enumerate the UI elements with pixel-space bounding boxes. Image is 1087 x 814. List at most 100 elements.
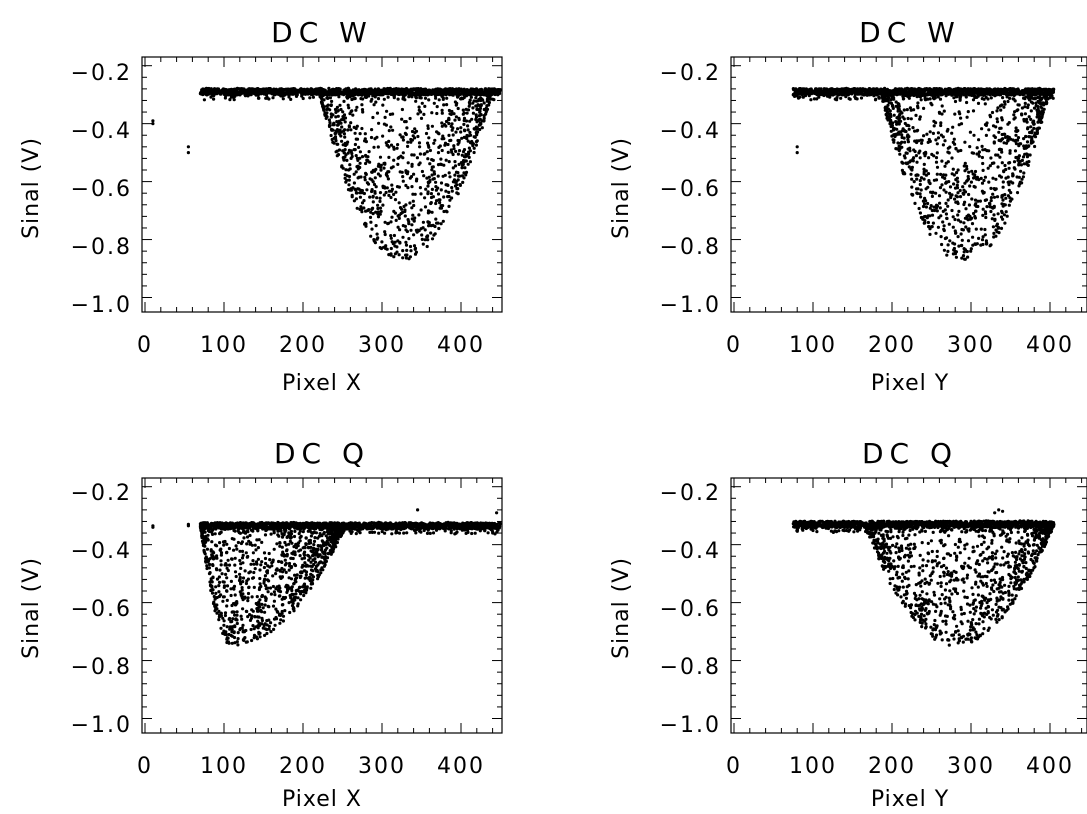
data-point [481, 98, 485, 102]
data-point [950, 208, 954, 213]
data-point [968, 184, 972, 188]
data-point [459, 126, 463, 130]
data-point [390, 189, 394, 193]
data-point [383, 232, 387, 237]
data-point [224, 94, 228, 98]
data-point [426, 157, 430, 161]
data-point [1006, 194, 1011, 198]
data-point [953, 99, 958, 104]
panel-title: DC Q [274, 437, 370, 470]
data-point [498, 88, 502, 92]
data-point [994, 228, 998, 232]
data-point [403, 120, 407, 124]
data-point [973, 173, 977, 177]
data-point [430, 187, 434, 191]
data-point [942, 228, 946, 233]
data-point [830, 87, 834, 91]
data-point [300, 94, 304, 98]
data-point [447, 108, 451, 113]
x-tick-label: 400 [1026, 333, 1074, 358]
data-point [417, 108, 421, 112]
data-point [791, 87, 796, 91]
data-point [421, 242, 425, 246]
data-point [373, 137, 377, 141]
data-point [334, 150, 338, 154]
data-point [956, 86, 960, 90]
data-point [942, 188, 946, 192]
data-point [905, 108, 909, 112]
data-point [461, 159, 466, 163]
data-point [396, 143, 400, 147]
data-point [475, 139, 479, 143]
data-point [346, 103, 350, 107]
data-point [471, 106, 475, 110]
data-point [479, 122, 483, 126]
data-point [339, 134, 343, 138]
data-point [348, 163, 352, 167]
data-point [1037, 109, 1041, 113]
data-point [468, 149, 472, 153]
data-point [980, 238, 985, 242]
data-point [462, 111, 466, 115]
data-point [214, 91, 218, 95]
x-tick-label: 400 [437, 333, 485, 358]
data-point [956, 218, 961, 222]
y-tick-label: −1.0 [660, 293, 721, 318]
data-point [343, 120, 347, 124]
data-point [924, 187, 928, 191]
data-point [380, 240, 384, 244]
data-point [991, 176, 995, 180]
data-point [474, 126, 478, 130]
data-point [930, 213, 935, 217]
data-point [1006, 99, 1010, 104]
data-point [927, 180, 931, 184]
data-point [389, 252, 393, 256]
data-point [419, 208, 423, 212]
data-point [338, 103, 342, 107]
data-point [466, 128, 470, 132]
data-point [456, 174, 461, 178]
data-point [940, 242, 944, 247]
plot-frame [141, 56, 503, 313]
data-point [1003, 221, 1007, 225]
data-point [920, 141, 924, 145]
data-point [890, 94, 894, 98]
data-point [1003, 132, 1007, 136]
data-point [456, 178, 460, 182]
data-point [422, 152, 426, 156]
data-point [996, 106, 1000, 110]
data-point [446, 183, 450, 187]
data-point [971, 109, 976, 113]
data-point [423, 96, 428, 100]
data-point [1021, 90, 1025, 95]
data-point [914, 113, 918, 117]
data-point [431, 91, 435, 95]
data-point [413, 131, 417, 135]
data-point [424, 187, 428, 191]
data-point [983, 210, 988, 214]
data-point [376, 206, 380, 211]
data-point [341, 110, 345, 114]
data-point [1015, 191, 1020, 195]
data-point [984, 215, 988, 220]
data-point [403, 208, 407, 212]
data-point [495, 91, 499, 96]
data-point [909, 167, 913, 171]
data-point [998, 87, 1002, 92]
data-point [1051, 96, 1055, 100]
data-point [454, 130, 458, 134]
data-point [369, 92, 373, 96]
data-point [900, 160, 904, 164]
data-point [428, 148, 432, 153]
x-tick-label: 100 [789, 333, 837, 358]
data-point [233, 94, 237, 98]
data-point [318, 86, 322, 90]
data-point [931, 190, 935, 194]
data-point [372, 182, 377, 187]
data-point [397, 92, 401, 97]
data-point [1017, 103, 1021, 107]
data-point [340, 118, 344, 122]
data-point [327, 118, 331, 122]
data-point [1011, 88, 1016, 93]
data-point [971, 235, 975, 239]
